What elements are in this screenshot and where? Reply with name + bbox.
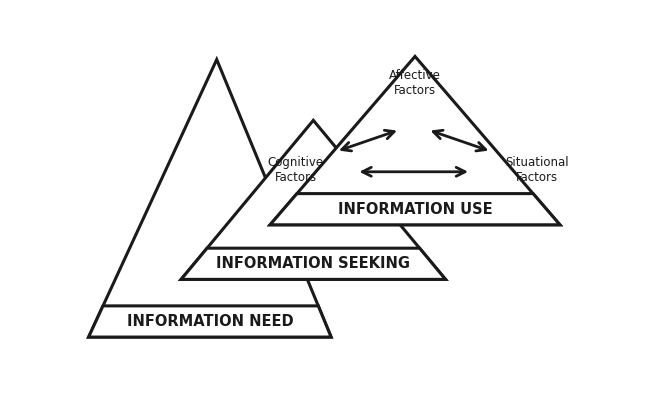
Text: Cognitive
Factors: Cognitive Factors xyxy=(268,156,323,184)
Text: INFORMATION SEEKING: INFORMATION SEEKING xyxy=(216,256,410,271)
Polygon shape xyxy=(89,306,331,337)
Polygon shape xyxy=(89,60,331,337)
Polygon shape xyxy=(270,194,560,225)
Polygon shape xyxy=(270,56,560,225)
Text: Affective
Factors: Affective Factors xyxy=(389,69,441,97)
Text: Situational
Factors: Situational Factors xyxy=(505,156,569,184)
Text: INFORMATION NEED: INFORMATION NEED xyxy=(127,314,293,329)
Polygon shape xyxy=(181,248,445,279)
Polygon shape xyxy=(181,120,445,279)
Text: INFORMATION USE: INFORMATION USE xyxy=(338,202,492,217)
